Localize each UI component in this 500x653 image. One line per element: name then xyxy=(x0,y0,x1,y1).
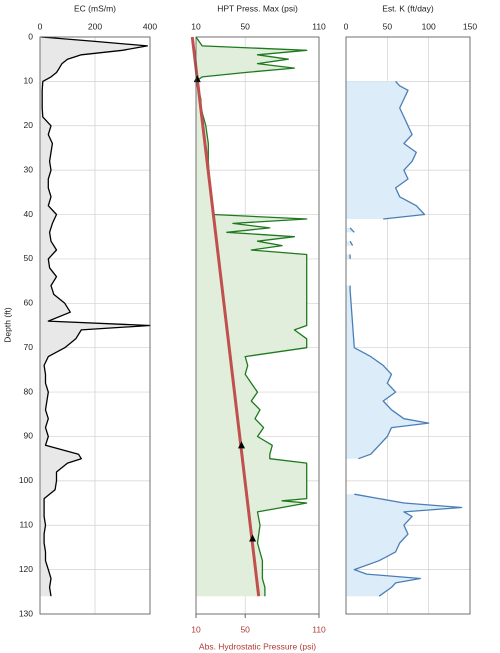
x-tick-label: 50 xyxy=(240,21,250,31)
y-tick-label: 90 xyxy=(24,431,34,441)
y-tick-label: 110 xyxy=(19,519,33,529)
area-fill xyxy=(40,37,150,597)
x2-axis-title: Abs. Hydrostatic Pressure (psi) xyxy=(199,641,316,651)
plot-frame xyxy=(345,36,471,615)
area-fill xyxy=(196,37,307,597)
area-fill xyxy=(346,81,462,597)
x2-tick-label: 10 xyxy=(191,624,201,634)
y-tick-label: 80 xyxy=(24,386,34,396)
y-tick-label: 120 xyxy=(19,564,33,574)
data-line xyxy=(349,80,463,597)
x-tick-label: 0 xyxy=(38,21,43,31)
y-tick-label: 100 xyxy=(19,475,33,485)
axis-title: Est. K (ft/day) xyxy=(382,3,434,13)
plot-frame xyxy=(39,36,151,615)
x2-tick-label: 50 xyxy=(240,624,250,634)
y-tick-label: 130 xyxy=(19,608,33,618)
y-tick-label: 0 xyxy=(28,31,33,41)
marker xyxy=(193,75,201,83)
y-tick-label: 20 xyxy=(24,120,34,130)
y-tick-label: 50 xyxy=(24,253,34,263)
x2-tick-label: 110 xyxy=(312,624,326,634)
y-tick-label: 10 xyxy=(24,76,34,86)
axis-title: HPT Press. Max (psi) xyxy=(217,3,298,13)
y-axis-label: Depth (ft) xyxy=(2,307,12,343)
y-tick-label: 40 xyxy=(24,209,34,219)
x-tick-label: 110 xyxy=(312,21,326,31)
y-tick-label: 60 xyxy=(24,298,34,308)
x-tick-label: 100 xyxy=(422,21,436,31)
marker xyxy=(249,534,257,542)
data-line xyxy=(41,36,151,597)
x-tick-label: 50 xyxy=(383,21,393,31)
x-tick-label: 0 xyxy=(344,21,349,31)
x-tick-label: 150 xyxy=(463,21,477,31)
x-tick-label: 200 xyxy=(88,21,102,31)
marker xyxy=(238,441,246,449)
x-tick-label: 400 xyxy=(143,21,157,31)
data-line xyxy=(190,36,261,597)
x-tick-label: 10 xyxy=(191,21,201,31)
plot-frame xyxy=(195,36,320,615)
y-tick-label: 30 xyxy=(24,164,34,174)
y-tick-label: 70 xyxy=(24,342,34,352)
axis-title: EC (mS/m) xyxy=(74,3,116,13)
